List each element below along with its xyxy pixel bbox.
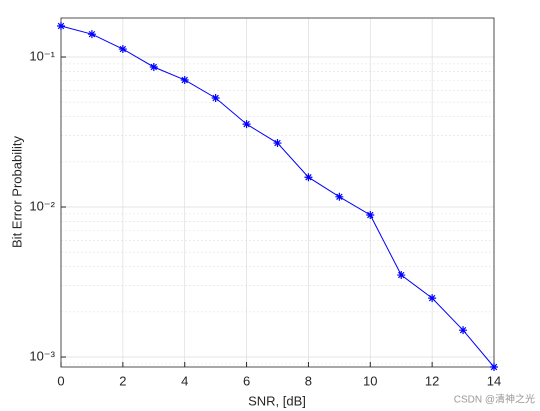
marker [57,21,65,30]
marker [459,326,468,335]
x-tick-label: 4 [181,373,188,388]
marker [87,30,96,39]
y-axis-label: Bit Error Probability [9,136,24,248]
marker [149,62,158,71]
marker [273,139,282,148]
watermark: CSDN @清神之光 [454,393,535,406]
x-tick-label: 2 [119,373,126,388]
x-tick-label: 6 [243,373,250,388]
x-tick-label: 8 [305,373,312,388]
marker [211,94,220,103]
x-tick-label: 14 [487,373,501,388]
marker [180,75,189,84]
marker [304,173,313,182]
x-axis-label: SNR, [dB] [248,393,306,408]
y-tick-label: 10⁻² [29,198,55,213]
marker [118,45,127,54]
x-tick-label: 0 [57,373,64,388]
plot-frame [60,17,495,368]
marker [490,363,498,371]
marker [366,210,375,219]
y-tick-label: 10⁻¹ [29,48,55,63]
marker [428,294,437,303]
marker [397,271,406,280]
x-tick-label: 12 [425,373,439,388]
y-tick-label: 10⁻³ [29,348,55,363]
marker [335,192,344,201]
x-tick-label: 10 [363,373,377,388]
marker [242,120,251,129]
